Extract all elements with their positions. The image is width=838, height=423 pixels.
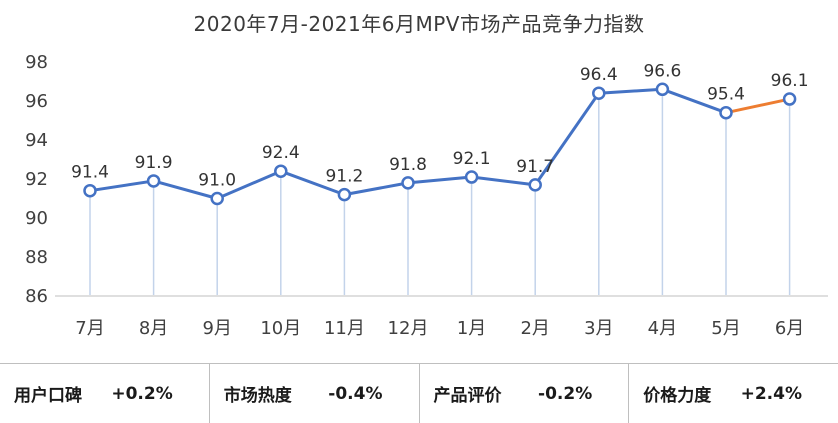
data-point-marker [464,170,479,184]
stat-market-heat: 市场热度 -0.4% [208,364,419,423]
data-point-label: 91.9 [135,153,173,173]
data-point-label: 92.1 [453,149,491,169]
stat-price-strength-value: +2.4% [740,383,802,404]
x-axis-label: 12月 [388,318,429,339]
data-point-label: 91.7 [516,157,554,177]
data-point-marker [210,191,224,206]
y-axis-tick-label: 92 [25,169,48,190]
x-axis-label: 4月 [648,318,677,339]
stat-price-strength-label: 价格力度 [643,386,712,406]
data-point-marker [782,92,797,106]
x-axis-label: 11月 [324,318,365,339]
data-point-label: 96.4 [580,65,618,85]
stats-bar: 用户口碑 +0.2% 市场热度 -0.4% 产品评价 -0.2% 价格力度 +2… [0,363,838,423]
x-axis-label: 7月 [75,318,104,339]
x-axis-label: 2月 [520,318,549,339]
data-point-marker [719,105,733,120]
data-point-marker [337,187,352,202]
chart-title: 2020年7月-2021年6月MPV市场产品竞争力指数 [193,12,645,36]
data-point-marker [528,178,542,192]
stat-product-rating-label: 产品评价 [433,386,502,406]
y-axis-tick-label: 98 [25,52,48,73]
x-axis-label: 6月 [775,318,804,339]
y-axis-tick-label: 90 [25,208,48,229]
stat-price-strength: 价格力度 +2.4% [628,364,838,423]
x-axis-label: 3月 [584,318,613,339]
y-axis-tick-label: 86 [25,286,48,307]
stat-user-reputation-label: 用户口碑 [14,386,82,406]
data-point-marker [655,82,670,97]
x-axis-label: 8月 [139,318,168,339]
data-point-marker [83,183,97,198]
data-point-label: 95.4 [707,85,745,105]
data-point-label: 96.1 [771,71,809,91]
line-chart: 86 88 90 92 94 96 98 91.4 91.9 91.0 92.4 91.2 91.8 92… [25,52,828,339]
data-point-marker [274,164,288,178]
data-point-label: 91.2 [325,167,363,187]
y-axis-tick-label: 88 [25,247,48,268]
data-point-marker [592,86,606,100]
data-point-label: 96.6 [643,61,681,81]
x-axis-label: 10月 [260,318,301,339]
data-point-label: 91.0 [198,171,236,191]
x-axis-label: 9月 [202,318,231,339]
x-axis-label: 5月 [711,318,740,339]
stat-product-rating: 产品评价 -0.2% [418,364,629,423]
data-point-marker [401,176,415,190]
stat-user-reputation: 用户口碑 +0.2% [0,364,209,423]
stat-market-heat-label: 市场热度 [223,386,292,406]
stat-market-heat-value: -0.4% [328,383,383,404]
stat-user-reputation-value: +0.2% [111,383,173,404]
data-point-label: 92.4 [262,143,300,163]
data-point-label: 91.4 [71,163,109,183]
data-point-marker [146,174,161,188]
y-axis-tick-label: 94 [25,130,48,151]
y-axis-tick-label: 96 [25,91,48,112]
stat-product-rating-value: -0.2% [538,383,593,404]
x-axis-label: 1月 [457,318,486,339]
line-series-last-segment [724,97,792,115]
data-point-label: 91.8 [389,155,427,175]
